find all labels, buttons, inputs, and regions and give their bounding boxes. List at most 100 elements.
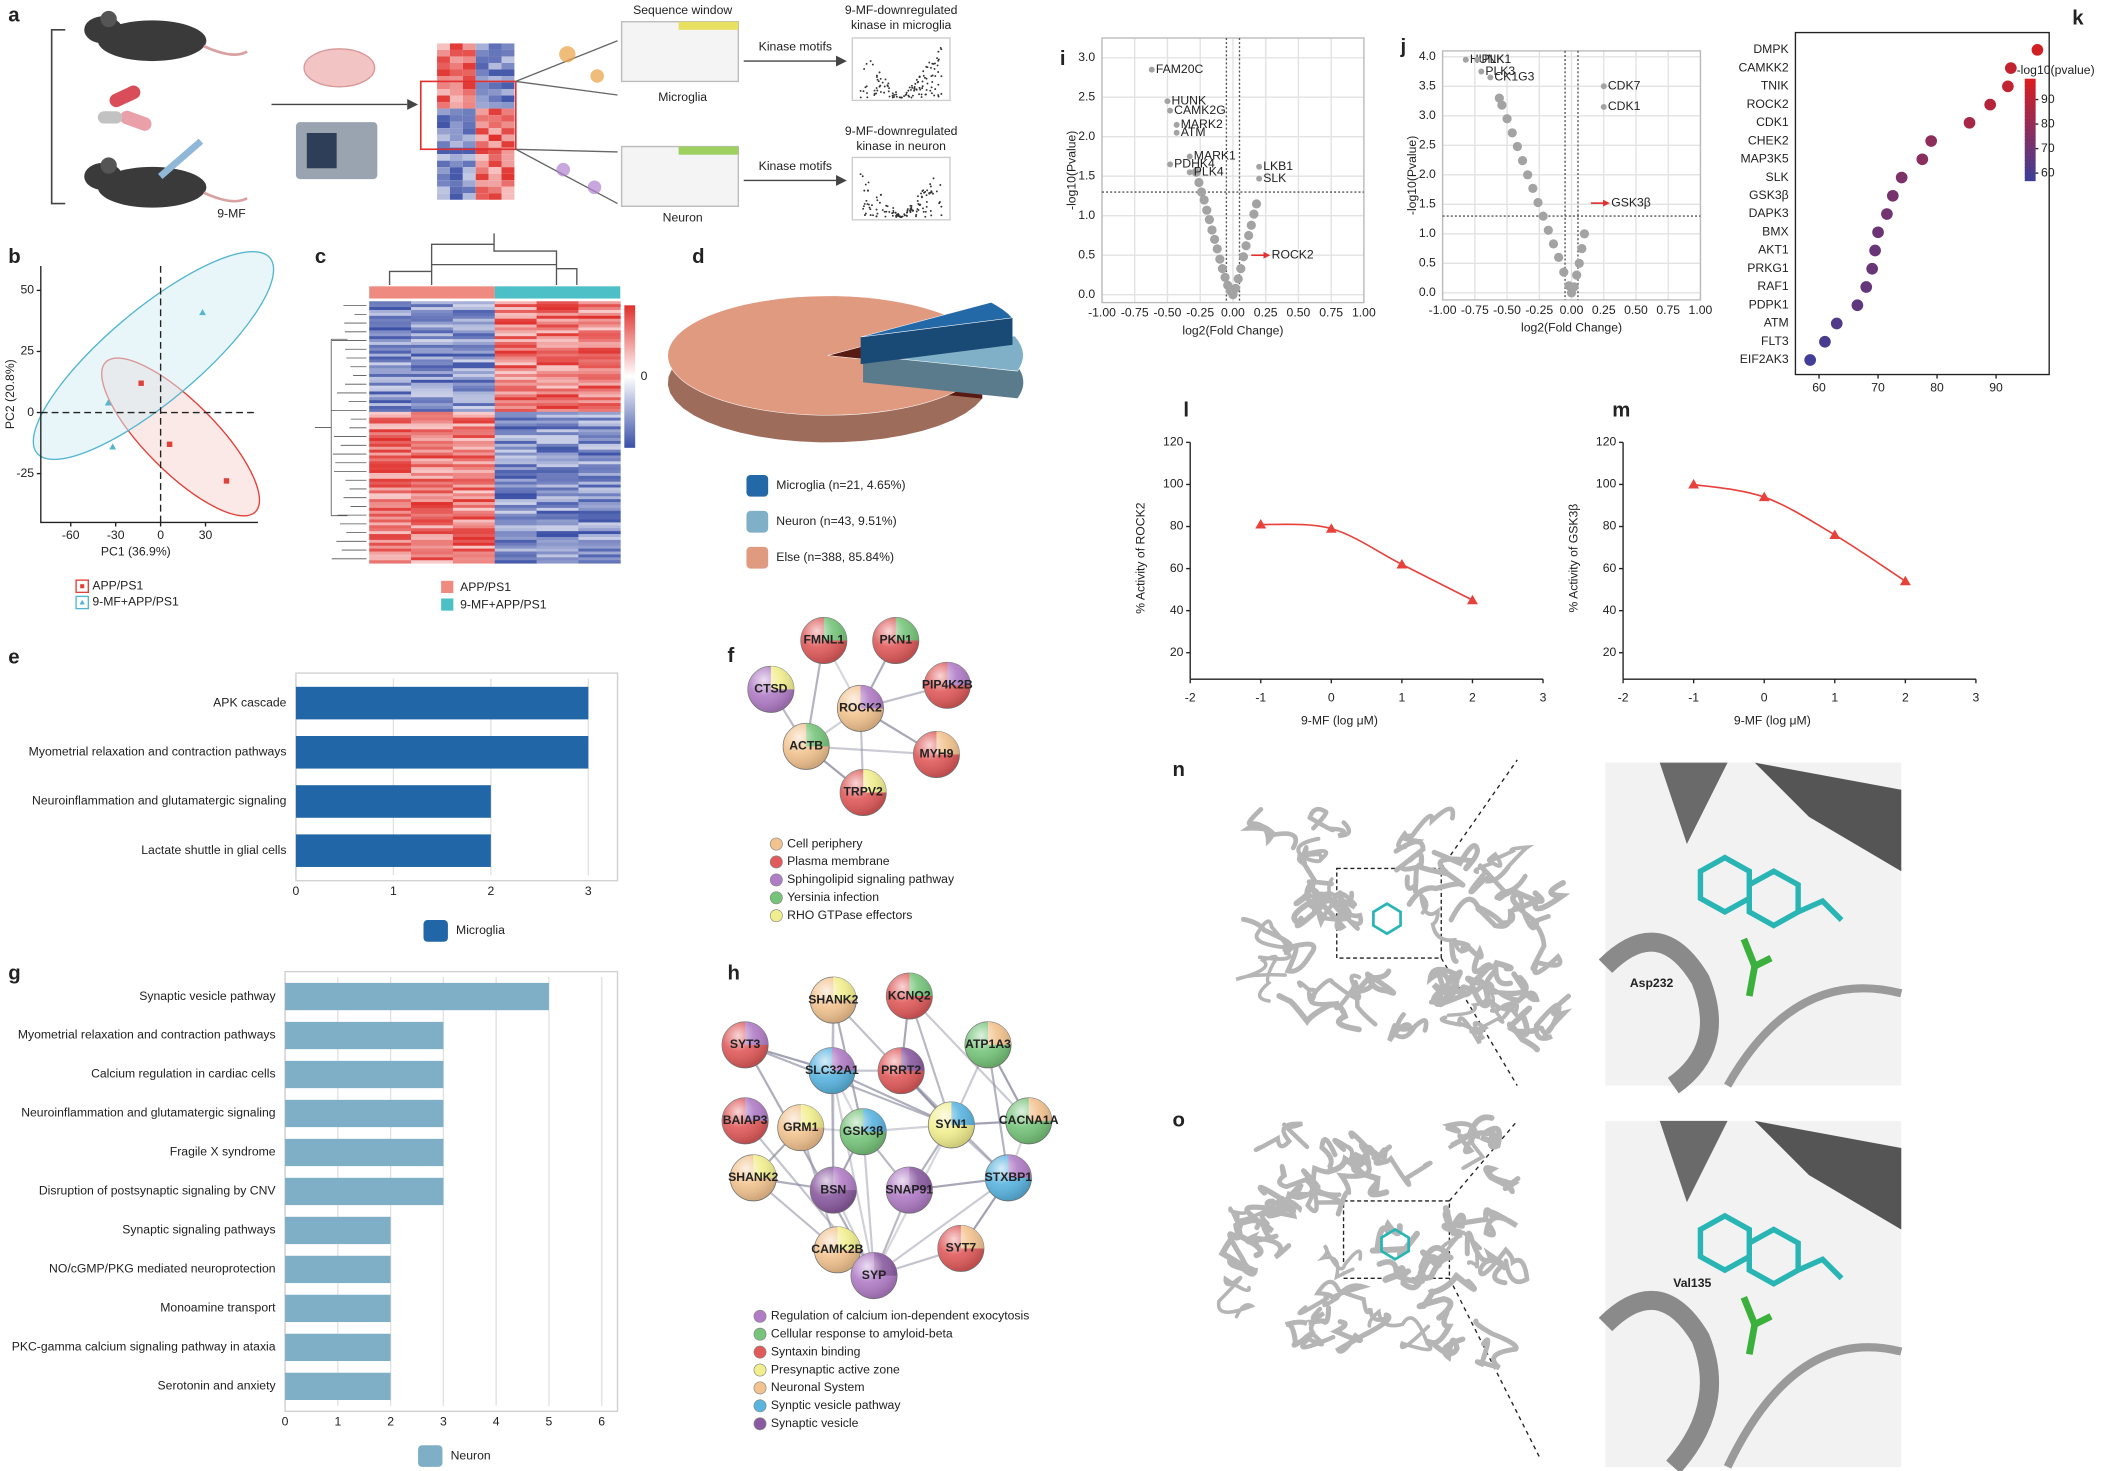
heatmap-cell — [411, 379, 454, 384]
thumb-dot — [859, 96, 862, 99]
heatmap-cell — [578, 417, 621, 421]
panel-letter: i — [1060, 48, 1066, 70]
thumb-dot — [940, 75, 943, 78]
mini-cell — [462, 121, 476, 129]
mini-cell — [437, 180, 450, 187]
heatmap-cell — [369, 403, 412, 407]
color-bar-step — [2024, 92, 2036, 97]
plot-frame — [295, 672, 619, 882]
ribbon — [1253, 1121, 1310, 1153]
thumb-dot — [879, 91, 882, 93]
heatmap-cell — [369, 307, 412, 311]
ribbon — [1216, 1275, 1256, 1319]
loop — [1724, 984, 1903, 1088]
node-label: STXBP1 — [985, 1170, 1033, 1184]
heatmap-cell — [536, 525, 579, 529]
heatmap-cell — [369, 315, 412, 320]
panel-letter: e — [8, 647, 19, 669]
thumb-dot — [876, 74, 878, 77]
bar — [285, 1333, 391, 1362]
thumb-dot — [866, 203, 869, 205]
mini-cell — [462, 134, 476, 142]
thumb-dot — [925, 65, 928, 68]
heatmap-cell — [452, 534, 496, 538]
heatmap-cell — [494, 344, 537, 349]
heatmap-cell — [536, 333, 579, 337]
heatmap-cell — [411, 560, 454, 564]
heatmap-cell — [578, 548, 621, 552]
thumb-dot — [903, 213, 906, 216]
thumb-dot — [929, 183, 932, 186]
heatmap-cell — [494, 411, 537, 416]
bar — [285, 1099, 444, 1128]
legend-label: Microglia — [456, 923, 505, 937]
mini-cell — [501, 69, 515, 76]
category-label: AKT1 — [1758, 243, 1789, 257]
heatmap-cell — [536, 536, 579, 541]
thumb-dot — [863, 189, 866, 192]
heatmap-cell — [578, 438, 621, 442]
point — [166, 441, 173, 447]
sheet — [1659, 1120, 1728, 1203]
heatmap-cell — [369, 376, 412, 381]
thumb-dot — [921, 80, 924, 83]
ribbon — [1305, 1184, 1344, 1214]
bar — [295, 686, 589, 720]
panel-letter: g — [8, 963, 20, 985]
heatmap-cell — [411, 438, 454, 442]
thumb-dot — [883, 85, 886, 88]
thumb-dot — [915, 210, 918, 213]
heatmap-cell — [536, 411, 579, 416]
point — [1502, 114, 1512, 124]
heatmap-cell — [369, 318, 412, 323]
legend-label: Cell periphery — [787, 836, 863, 850]
ribbon — [1349, 968, 1397, 997]
mini-cell — [462, 102, 476, 109]
thumb-dot — [899, 96, 902, 99]
legend-label: Synaptic vesicle — [771, 1416, 859, 1430]
mini-cell — [449, 43, 463, 50]
heatmap-cell — [452, 304, 496, 308]
color-bar-step — [2024, 78, 2036, 83]
thumb-dot — [859, 173, 862, 176]
color-bar-step — [2024, 109, 2036, 114]
heatmap-cell — [411, 417, 454, 421]
thumb-dot — [930, 66, 932, 69]
heatmap-cell — [452, 417, 496, 421]
thumb-dot — [862, 90, 865, 93]
heatmap-cell — [494, 400, 537, 404]
heatmap-cell — [369, 309, 412, 314]
heatmap-cell — [578, 449, 621, 453]
heatmap-cell — [494, 551, 537, 555]
y-tick-label: 60 — [1170, 561, 1184, 575]
y-tick-label: 80 — [1603, 519, 1617, 533]
thumb-dot — [888, 87, 891, 90]
heatmap-cell — [494, 353, 537, 357]
heatmap-cell — [536, 499, 579, 503]
mini-cell — [475, 43, 489, 50]
heatmap-cell — [536, 318, 579, 323]
heatmap-cell — [369, 408, 412, 413]
heatmap-cell — [411, 470, 454, 474]
sheet — [1754, 1120, 1902, 1230]
heatmap-cell — [369, 339, 412, 343]
heatmap-cell — [452, 513, 496, 518]
heatmap-cell — [578, 452, 621, 456]
heatmap-cell — [452, 522, 496, 526]
thumb-dot — [871, 204, 873, 207]
heatmap-cell — [369, 304, 412, 308]
dot — [1886, 189, 1899, 202]
thumb-dot — [905, 211, 908, 214]
mini-cell — [501, 193, 515, 200]
dot — [1851, 299, 1864, 312]
label: 9-MF-downregulated — [845, 3, 958, 17]
thumb-dot — [895, 95, 898, 98]
heatmap-cell — [494, 484, 537, 488]
thumb-dot — [911, 86, 914, 89]
heatmap-cell — [494, 499, 537, 503]
legend-label: Neuronal System — [771, 1380, 865, 1394]
colorbar-tick-label: 70 — [2041, 141, 2055, 155]
heatmap-cell — [452, 400, 496, 404]
thumb-dot — [915, 88, 918, 91]
point — [1396, 558, 1408, 569]
